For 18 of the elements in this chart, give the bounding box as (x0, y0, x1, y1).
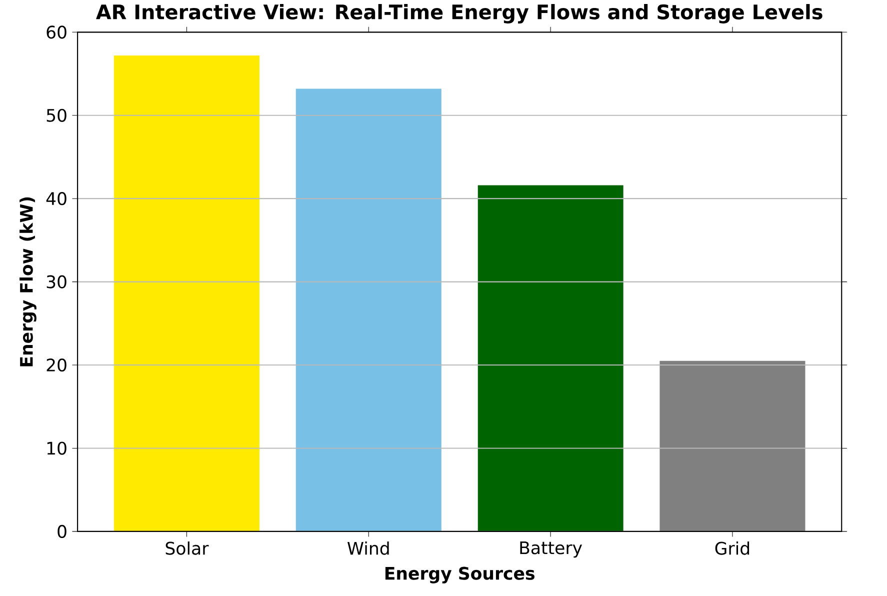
x-tick-label: Wind (347, 542, 389, 555)
y-tick-label: 60 (46, 26, 66, 39)
y-tick-label: 10 (47, 442, 66, 455)
y-tick-label: 30 (46, 275, 66, 288)
x-tick-label: Solar (166, 542, 209, 555)
x-tick-label: Grid (715, 542, 750, 555)
bar (114, 56, 260, 532)
x-axis-title: Energy Sources (385, 566, 534, 584)
bar (478, 185, 624, 532)
chart-title: AR Interactive View: Real-Time Energy Flows and Storage Levels (96, 4, 822, 24)
bar (296, 88, 442, 532)
y-tick-label: 40 (46, 192, 66, 206)
y-axis-title: Energy Flow (kW) (20, 197, 36, 366)
y-tick-label: 0 (58, 525, 66, 538)
bar (660, 360, 806, 532)
y-tick-label: 50 (46, 108, 66, 122)
x-tick-label: Battery (520, 542, 582, 558)
y-tick-label: 20 (46, 358, 66, 372)
